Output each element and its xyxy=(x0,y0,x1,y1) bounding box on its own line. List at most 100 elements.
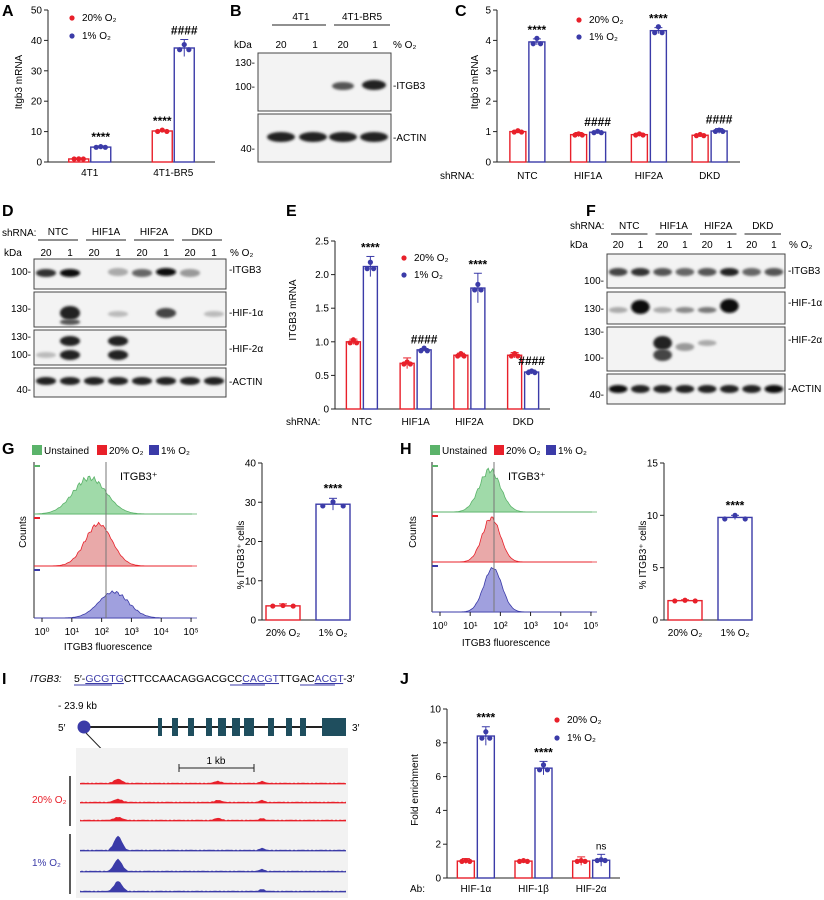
x-tick-label: 10⁰ xyxy=(432,621,447,632)
legend-label-20: 20% O₂ xyxy=(567,715,602,726)
legend-swatch-20 xyxy=(494,445,504,455)
y-tick-label: 2 xyxy=(485,97,491,108)
y-tick-label: 10 xyxy=(647,511,659,522)
y-tick-label: 2.5 xyxy=(315,237,329,248)
legend-swatch-1 xyxy=(149,445,159,455)
data-point xyxy=(290,603,296,609)
blot-band xyxy=(59,377,81,385)
data-point xyxy=(155,128,161,135)
blot-label: -HIF-2α xyxy=(229,344,263,355)
bar xyxy=(717,516,753,621)
significance-label: **** xyxy=(91,130,110,144)
data-point xyxy=(602,857,608,864)
blot-band xyxy=(203,377,225,385)
y-tick-label: 2.0 xyxy=(315,270,329,281)
data-point xyxy=(640,132,646,138)
panel-letter-a: A xyxy=(2,3,14,20)
data-point xyxy=(93,144,99,150)
x-tick-label: 10¹ xyxy=(65,627,80,638)
y-tick-label: 0 xyxy=(36,158,42,169)
mw-marker: 100- xyxy=(584,353,604,364)
category-label: HIF-1α xyxy=(460,884,491,895)
track-signal xyxy=(80,778,346,784)
track-signal xyxy=(80,798,346,803)
bar xyxy=(416,349,432,410)
legend-dot-1 xyxy=(554,735,560,741)
legend-dot-20 xyxy=(576,17,582,23)
lane-label: 20 xyxy=(136,248,148,259)
gate-label: ITGB3⁺ xyxy=(508,471,546,483)
bar xyxy=(362,265,379,410)
blot-band xyxy=(742,385,761,393)
x-tick-label: 10² xyxy=(493,621,508,632)
blot-label: -ACTIN xyxy=(788,384,821,395)
blot-label-itgb3: -ITGB3 xyxy=(393,81,426,92)
blot-label-actin: -ACTIN xyxy=(393,133,426,144)
legend-label-20: 20% O₂ xyxy=(589,15,624,26)
blot-band xyxy=(35,352,57,358)
data-point xyxy=(370,266,377,272)
y-tick-label: 10 xyxy=(245,576,257,587)
y-tick-label: 0.5 xyxy=(315,371,329,382)
track-signal xyxy=(80,881,346,892)
lane-label: 20 xyxy=(657,240,669,251)
mw-marker: 40- xyxy=(17,385,31,396)
data-point xyxy=(364,266,370,272)
y-tick-label: 0 xyxy=(323,405,329,416)
exon-block xyxy=(158,718,162,736)
significance-label: **** xyxy=(361,240,380,254)
blot-band xyxy=(107,377,129,385)
legend-dot-20 xyxy=(401,255,407,261)
blot-band xyxy=(107,311,129,317)
y-tick-label: 40 xyxy=(245,459,257,470)
panel-c-legend: 20% O₂ 1% O₂ xyxy=(576,15,624,43)
data-point xyxy=(98,144,104,150)
group-label: HIF1A xyxy=(92,227,121,238)
lane-label: 1 xyxy=(638,240,644,251)
lane-label: 20 xyxy=(88,248,100,259)
unit-label: % O₂ xyxy=(789,240,812,251)
data-point xyxy=(280,602,286,609)
legend-dot-20 xyxy=(554,717,560,723)
blot-band xyxy=(35,269,57,277)
significance-label: #### xyxy=(518,354,545,368)
data-point xyxy=(594,857,600,864)
legend-dot-1 xyxy=(401,272,407,278)
bar xyxy=(710,130,728,163)
y-tick-label: 6 xyxy=(435,772,441,783)
panel-letter-i: I xyxy=(2,671,6,688)
y-tick-label: 3 xyxy=(485,66,491,77)
panel-g-ylabel: Counts xyxy=(18,516,29,548)
significance-label: #### xyxy=(171,23,198,37)
blot-band xyxy=(653,336,672,350)
lane-label: 20 xyxy=(184,248,196,259)
legend-label-1: 1% O₂ xyxy=(558,446,587,457)
blot-band xyxy=(360,132,388,142)
data-point xyxy=(459,858,465,864)
panel-g: G Unstained 20% O₂ 1% O₂ ITGB3⁺ 10⁰ 10¹ 10²… xyxy=(2,441,351,653)
panel-j-ylabel: Fold enrichment xyxy=(410,754,421,826)
lane-label: 1 xyxy=(372,40,378,51)
category-label: HIF2A xyxy=(455,417,484,428)
exon-block xyxy=(206,718,212,736)
category-label: HIF2A xyxy=(635,171,664,182)
blot-band xyxy=(742,268,761,276)
legend-label-1: 1% O₂ xyxy=(161,446,190,457)
data-point xyxy=(655,24,661,30)
legend-label-20: 20% O₂ xyxy=(414,253,449,264)
lane-label: 20 xyxy=(337,40,349,51)
lane-label: 1 xyxy=(67,248,73,259)
category-label: DKD xyxy=(513,417,534,428)
legend-label-20: 20% O₂ xyxy=(506,446,541,457)
mw-marker: 100- xyxy=(11,350,31,361)
data-point xyxy=(598,130,604,136)
mw-marker: 130- xyxy=(11,304,31,315)
data-point xyxy=(80,156,86,162)
bar xyxy=(630,133,649,163)
mw-marker: 100- xyxy=(11,0,31,3)
panel-c-ylabel: Itgb3 mRNA xyxy=(470,54,481,109)
panel-j: J Fold enrichment Ab: 20% O₂ 1% O₂ 0 2 4 6 8… xyxy=(400,671,620,895)
panel-letter-j: J xyxy=(400,671,409,688)
panel-e: E ITGB3 mRNA shRNA: 20% O₂ 1% O₂ 0 0.5 1.0… xyxy=(286,203,550,428)
